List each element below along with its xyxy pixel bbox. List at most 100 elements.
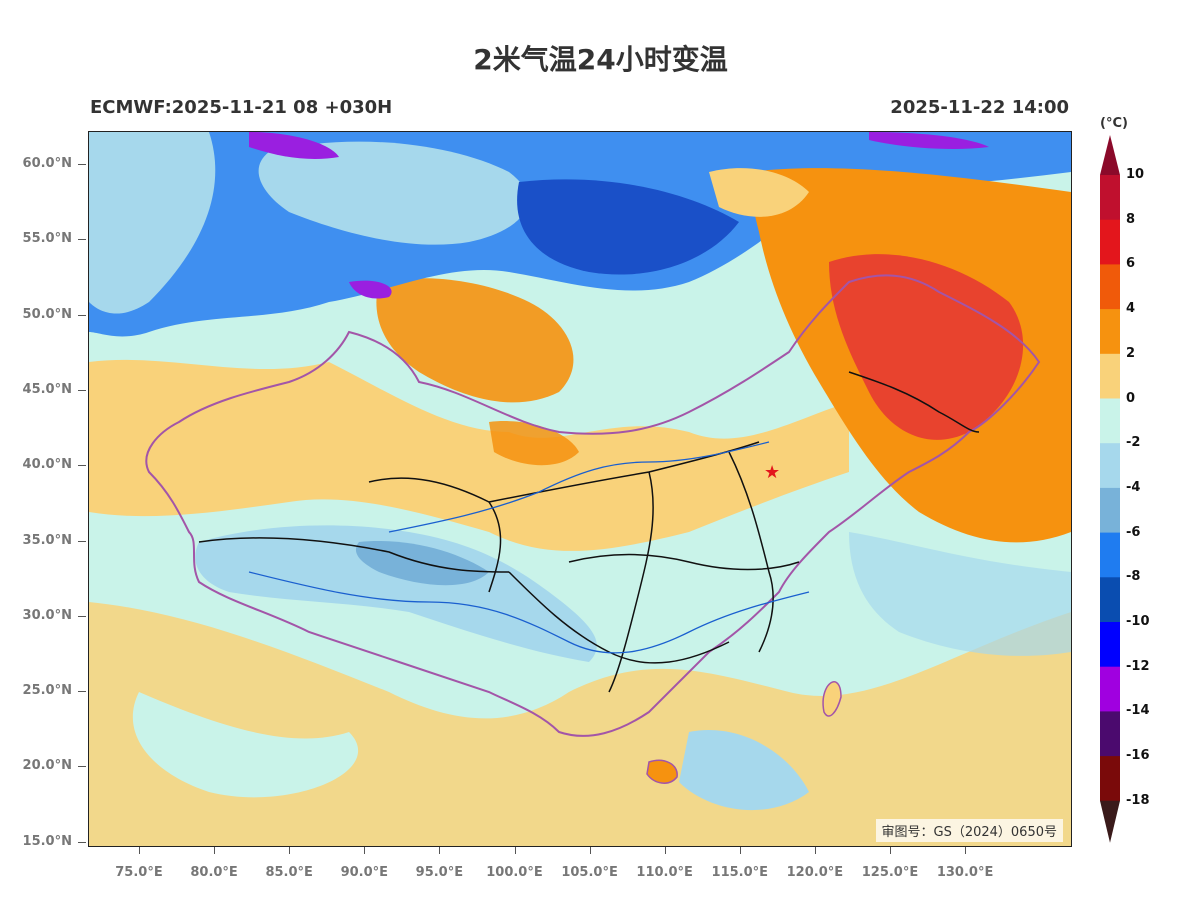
lat-tick-label: 15.0°N [22, 833, 72, 849]
lon-tick-label: 80.0°E [190, 865, 238, 880]
lat-tick-label: 55.0°N [22, 231, 72, 247]
model-run-label: ECMWF:2025-11-21 08 +030H [90, 97, 393, 118]
province-border-5 [508, 571, 730, 664]
lat-tick-label: 25.0°N [22, 683, 72, 699]
lat-tick-mark [78, 540, 86, 542]
colorbar-tick-label: -8 [1126, 569, 1141, 585]
siberia-cold-core [517, 179, 739, 275]
valid-time-label: 2025-11-22 14:00 [890, 97, 1069, 118]
colorbar-segment [1100, 756, 1120, 802]
colorbar-tick-label: 0 [1126, 390, 1136, 406]
lon-tick-mark [965, 847, 967, 854]
province-border-2 [198, 537, 510, 573]
east-sea-cool-area [849, 532, 1071, 656]
lat-tick-label: 40.0°N [22, 457, 72, 473]
temperature-change-map[interactable]: ★ 审图号：GS（2024）0650号 [88, 131, 1072, 847]
river-yangtze [248, 571, 810, 654]
lat-tick-label: 30.0°N [22, 607, 72, 623]
colorbar-segment [1100, 532, 1120, 578]
very-cold-patch-3 [349, 280, 392, 299]
colorbar-tick-label: 2 [1126, 345, 1136, 361]
lat-tick-label: 50.0°N [22, 306, 72, 322]
unit-label: (°C) [1100, 116, 1128, 131]
colorbar-tick-label: -16 [1126, 748, 1150, 764]
mongolia-warm-area [376, 278, 574, 403]
colorbar-segment [1100, 264, 1120, 310]
taiwan-island [822, 681, 842, 717]
south-warm-area [89, 602, 1071, 846]
west-cool-area [89, 132, 216, 314]
colorbar-tick-label: 6 [1126, 256, 1136, 272]
lon-tick-label: 75.0°E [115, 865, 163, 880]
colorbar-bottom-arrow [1100, 800, 1120, 843]
colorbar-tick-label: 8 [1126, 211, 1136, 227]
central-warm-band [89, 359, 849, 551]
lon-tick-label: 120.0°E [786, 865, 844, 880]
inner-mongolia-warm-area [489, 421, 579, 466]
lon-tick-label: 90.0°E [340, 865, 389, 880]
colorbar-tick-label: -10 [1126, 614, 1150, 629]
colorbar-segment [1100, 398, 1120, 444]
colorbar-segment [1100, 622, 1120, 668]
lon-tick-mark [214, 847, 216, 854]
lat-tick-mark [78, 691, 86, 693]
tibet-cool-area [195, 525, 597, 662]
colorbar-tick-label: 10 [1126, 167, 1145, 182]
colorbar-tick-label: -18 [1126, 792, 1150, 808]
colorbar-segment [1100, 353, 1120, 399]
map-canvas: ★ [89, 132, 1071, 846]
lat-tick-mark [78, 164, 86, 165]
lon-tick-mark [514, 847, 516, 854]
northeast-light-warm-patch [709, 168, 809, 217]
lat-tick-label: 60.0°N [22, 156, 72, 171]
lon-tick-label: 105.0°E [561, 865, 618, 880]
colorbar-tick-label: 4 [1126, 301, 1136, 317]
lon-tick-mark [139, 847, 140, 854]
lat-tick-mark [78, 766, 86, 768]
lon-tick-label: 95.0°E [415, 865, 464, 880]
lon-tick-mark [814, 847, 816, 854]
lat-tick-mark [78, 615, 86, 617]
very-cold-patch-2 [869, 132, 989, 150]
province-border-8 [568, 553, 800, 571]
lon-tick-mark [439, 847, 441, 854]
watermark: 审图号：GS（2024）0650号 [875, 819, 1063, 842]
hainan-island [646, 759, 678, 784]
province-border-4 [848, 371, 980, 433]
province-border-7 [728, 451, 774, 653]
lat-tick-label: 35.0°N [22, 532, 72, 548]
star-icon: ★ [764, 462, 780, 483]
colorbar-tick-label: -2 [1126, 435, 1141, 451]
colorbar-segment [1100, 219, 1120, 265]
colorbar-segment [1100, 487, 1120, 534]
colorbar-tick-label: -4 [1126, 479, 1141, 495]
lon-tick-label: 85.0°E [265, 865, 313, 880]
colorbar-segment [1100, 577, 1120, 623]
lon-tick-mark [890, 847, 891, 854]
lon-tick-mark [589, 847, 591, 854]
lat-tick-mark [78, 314, 86, 316]
colorbar-segment [1100, 666, 1120, 712]
colorbar-segment [1100, 309, 1120, 355]
lon-tick-label: 100.0°E [486, 865, 543, 880]
lon-tick-label: 115.0°E [711, 865, 769, 880]
province-border-1 [368, 477, 502, 593]
lon-tick-label: 110.0°E [636, 865, 693, 880]
province-border-6 [608, 471, 654, 693]
south-sea-cool-patch [679, 730, 809, 811]
colorbar-tick-label: -14 [1126, 703, 1150, 719]
lat-tick-mark [78, 239, 86, 241]
lon-tick-label: 130.0°E [936, 865, 994, 880]
colorbar-segment [1100, 175, 1120, 221]
river-yellow [388, 441, 770, 533]
lat-tick-label: 20.0°N [22, 758, 72, 774]
lat-tick-mark [78, 465, 86, 467]
very-cold-patch-1 [249, 132, 339, 159]
lon-tick-mark [664, 847, 666, 854]
lon-tick-mark [289, 847, 291, 854]
lat-tick-mark [78, 841, 86, 843]
northeast-warm-core [829, 254, 1024, 440]
colorbar-segment [1100, 443, 1120, 489]
lat-tick-label: 45.0°N [22, 381, 72, 397]
colorbar-segment [1100, 711, 1120, 757]
